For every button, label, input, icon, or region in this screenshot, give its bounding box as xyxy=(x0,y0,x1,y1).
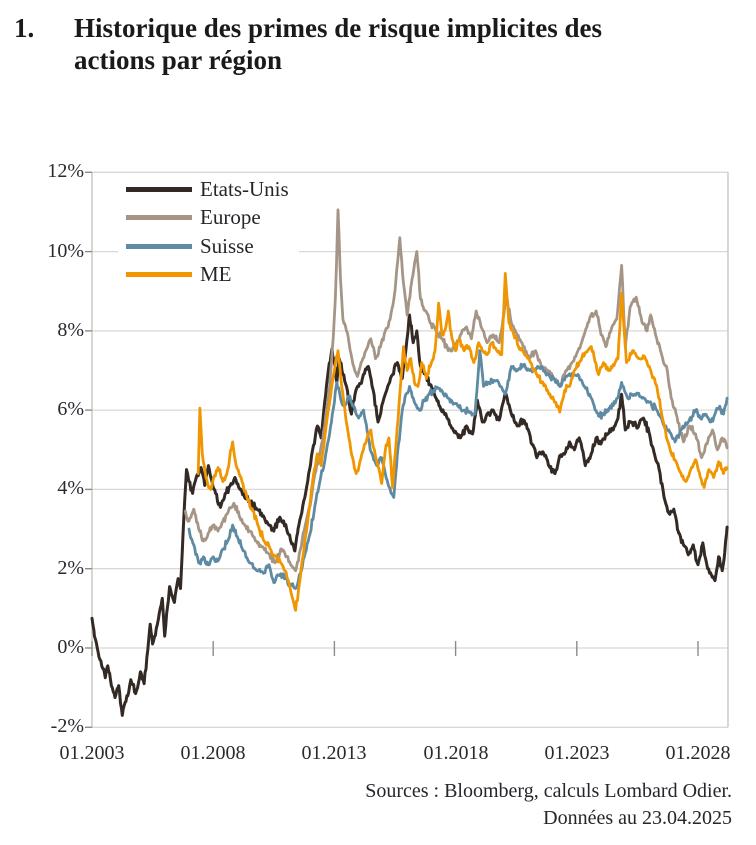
x-axis-label-2008: 01.2008 xyxy=(180,742,246,764)
y-axis-label-10: 10% xyxy=(47,240,84,262)
legend-swatch-etats-unis xyxy=(126,186,192,192)
legend-label-europe: Europe xyxy=(200,205,261,230)
source-note: Sources : Bloomberg, calculs Lombard Odi… xyxy=(365,778,732,832)
legend-swatch-europe xyxy=(126,215,192,221)
source-line-1: Sources : Bloomberg, calculs Lombard Odi… xyxy=(365,780,732,802)
legend-swatch-suisse xyxy=(126,243,192,249)
figure-title-line-1: Historique des primes de risque implicit… xyxy=(74,13,602,43)
legend-item-etats-unis: Etats-Unis xyxy=(126,175,289,204)
y-axis-label-12: 12% xyxy=(47,160,84,182)
legend-item-me: ME xyxy=(126,261,289,290)
figure-number: 1. xyxy=(14,13,35,43)
series-line-etats-unis xyxy=(90,313,729,717)
legend-label-me: ME xyxy=(200,262,232,287)
y-axis-label-2: 2% xyxy=(57,557,84,579)
x-axis-label-2023: 01.2023 xyxy=(544,742,610,764)
x-axis-label-2028: 01.2028 xyxy=(665,742,731,764)
y-axis-label-8: 8% xyxy=(57,319,84,341)
series-line-suisse xyxy=(187,349,729,590)
y-axis-label-neg2: -2% xyxy=(50,715,84,737)
figure-title-line-2: actions par région xyxy=(74,45,282,75)
y-axis-label-0: 0% xyxy=(57,636,84,658)
legend-label-etats-unis: Etats-Unis xyxy=(200,176,289,201)
legend-item-europe: Europe xyxy=(126,204,289,233)
y-axis-label-4: 4% xyxy=(57,477,84,499)
figure-title: Historique des primes de risque implicit… xyxy=(74,12,734,76)
x-axis-label-2018: 01.2018 xyxy=(423,742,489,764)
legend: Etats-Unis Europe Suisse ME xyxy=(118,173,299,293)
y-axis-label-6: 6% xyxy=(57,398,84,420)
figure-header: 1. Historique des primes de risque impli… xyxy=(0,12,756,76)
source-line-2: Données au 23.04.2025 xyxy=(543,807,732,829)
x-axis-label-2013: 01.2013 xyxy=(301,742,367,764)
series-line-me xyxy=(196,272,729,612)
legend-swatch-me xyxy=(126,272,192,278)
x-axis-label-2003: 01.2003 xyxy=(59,742,125,764)
legend-label-suisse: Suisse xyxy=(200,233,254,258)
legend-item-suisse: Suisse xyxy=(126,232,289,261)
